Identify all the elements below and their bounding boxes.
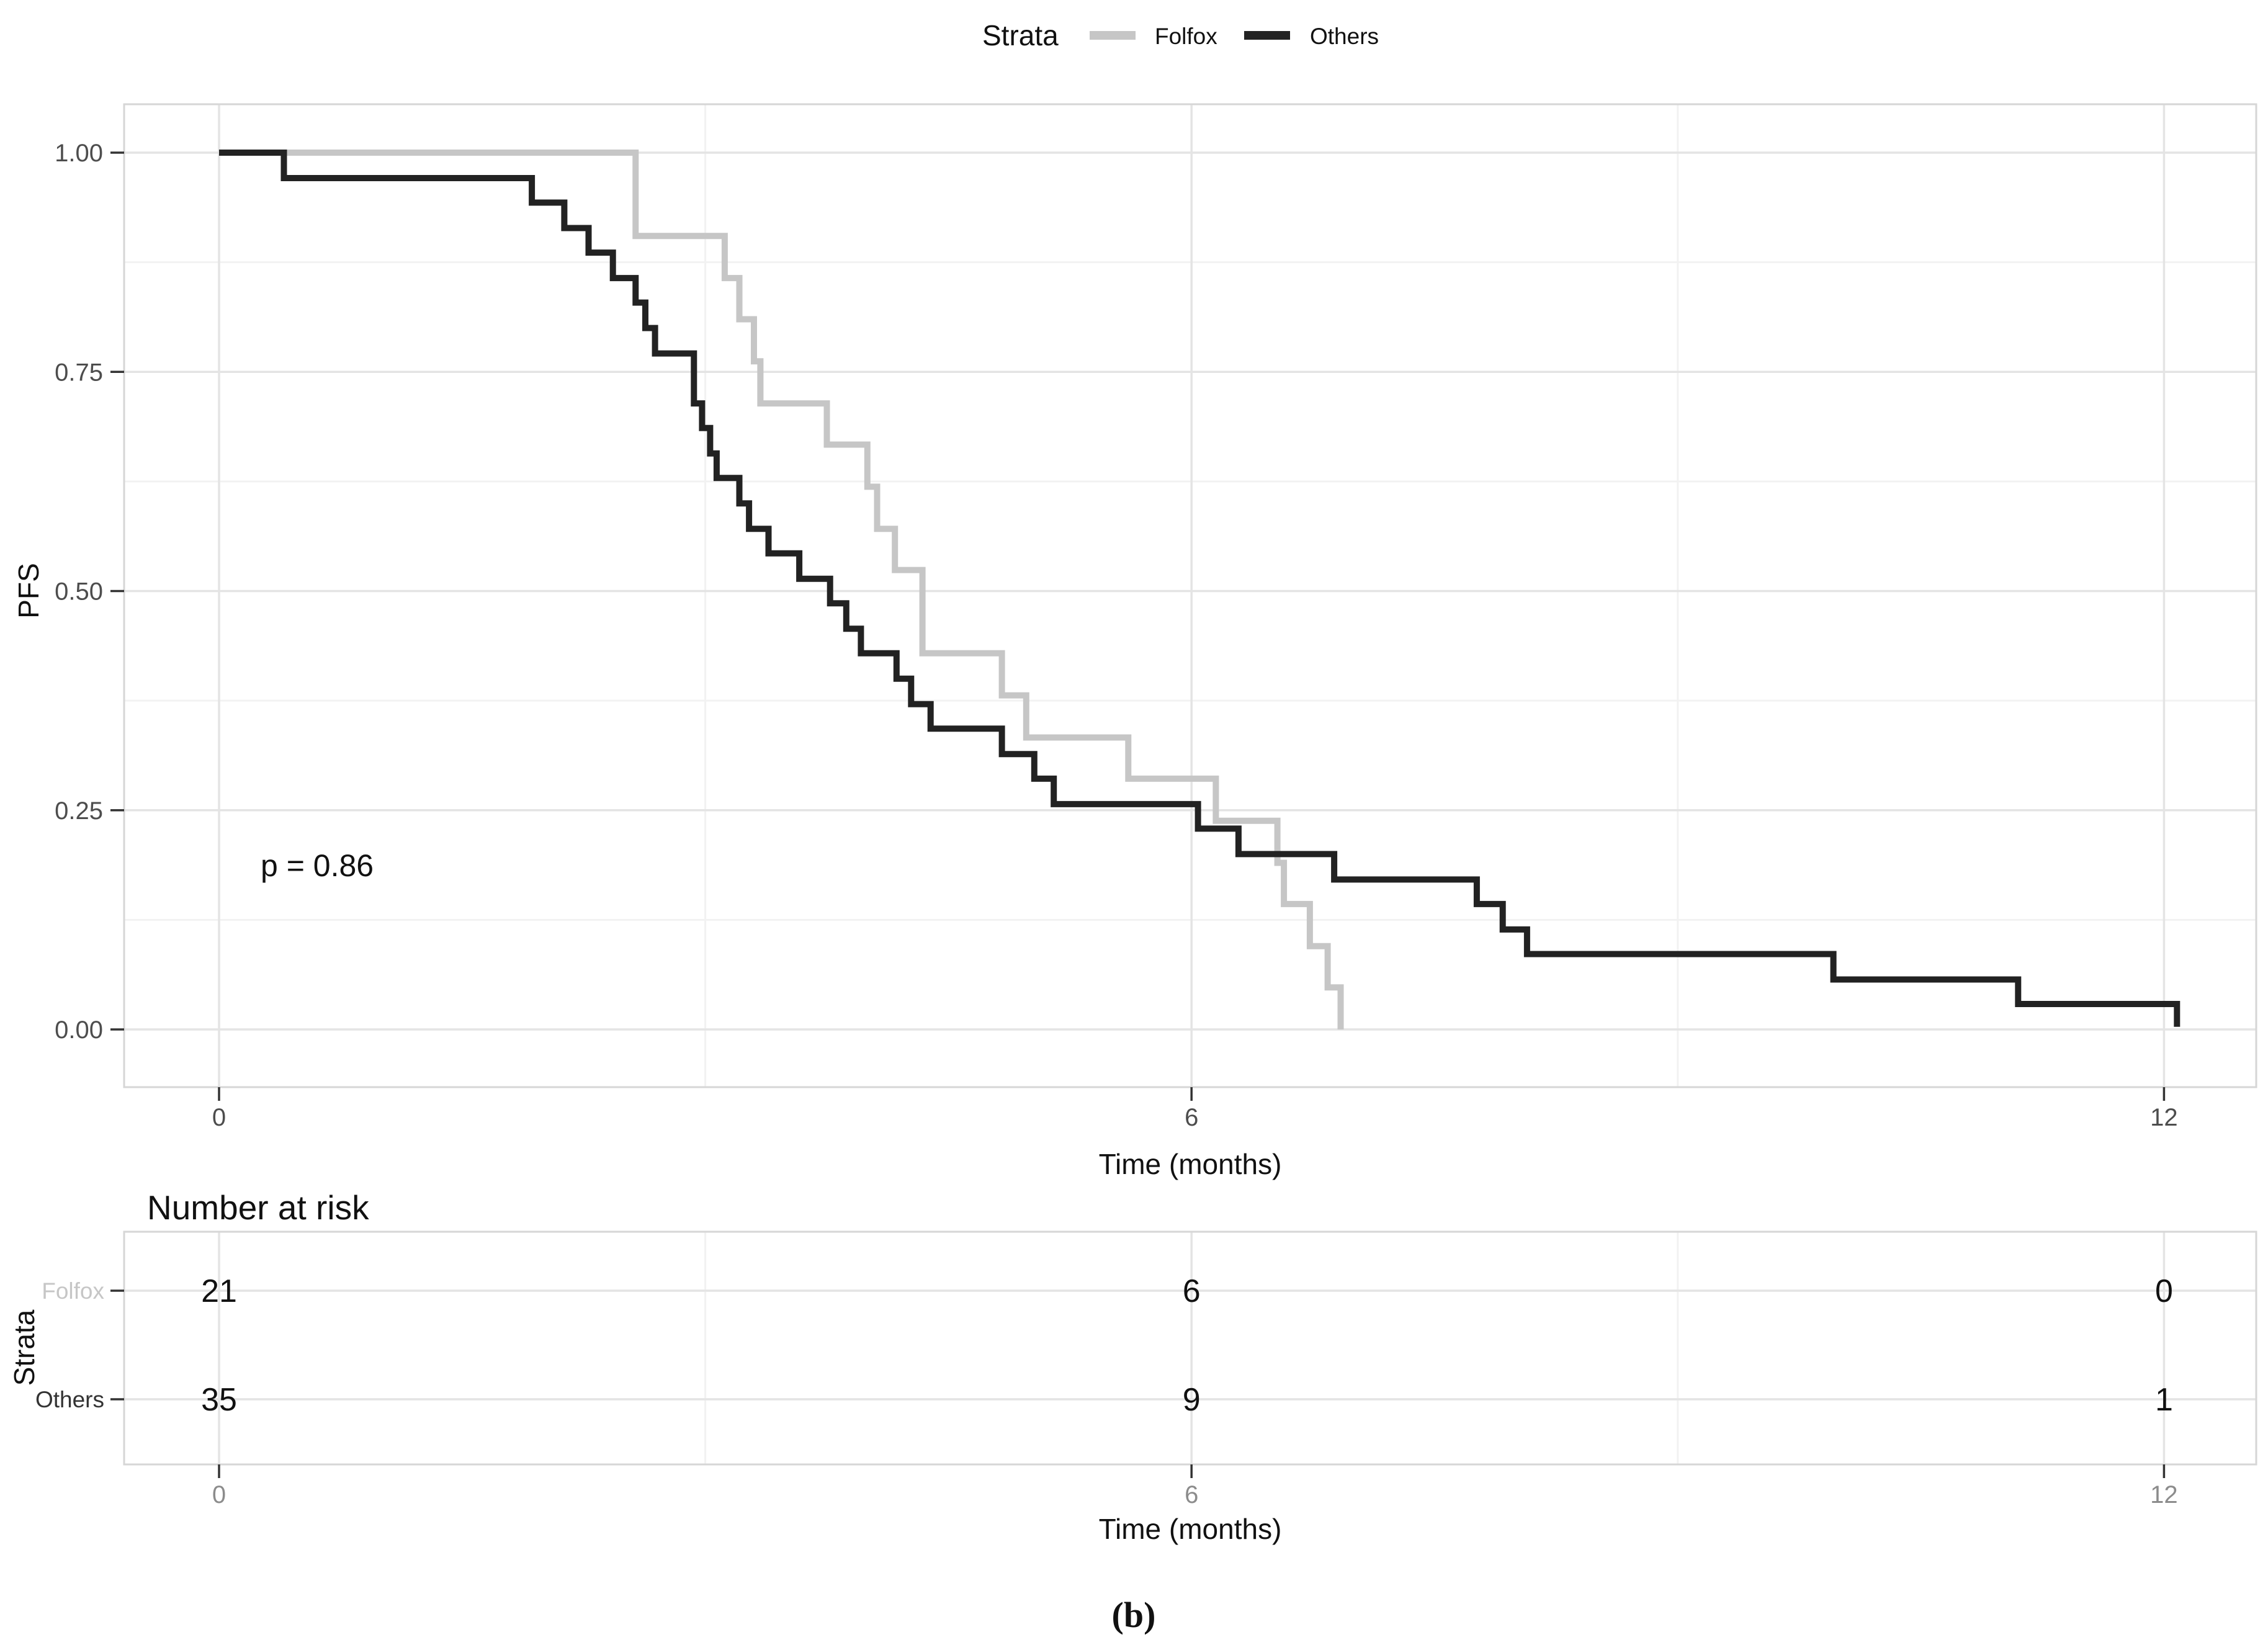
main-plot: 1.00 0.75 0.50 0.25 0.00 0 6 12 p = 0.86 PFS T… xyxy=(12,103,2257,1180)
y-axis-tick-labels: 1.00 0.75 0.50 0.25 0.00 xyxy=(55,140,103,1044)
risk-gridlines xyxy=(124,1232,2256,1464)
x-tick-label: 6 xyxy=(1185,1104,1198,1131)
risk-panel xyxy=(124,1232,2256,1464)
x-axis-tick-labels: 0 6 12 xyxy=(212,1104,2178,1131)
risk-x-axis-title: Time (months) xyxy=(1099,1513,1282,1545)
risk-x-tick-labels: 0 6 12 xyxy=(212,1481,2178,1508)
y-tick-label: 0.50 xyxy=(55,578,103,606)
risk-panel-border xyxy=(123,1230,2257,1466)
km-curve-others xyxy=(219,150,2181,1027)
plot-panel-border xyxy=(123,103,2257,1088)
risk-values: 21 6 0 35 9 1 xyxy=(201,1273,2173,1418)
risk-value-folfox-t0: 21 xyxy=(201,1273,237,1309)
risk-value-others-t12: 1 xyxy=(2155,1382,2173,1418)
y-tick-label: 1.00 xyxy=(55,140,103,167)
figure-caption: (b) xyxy=(1112,1595,1156,1635)
legend-title: Strata xyxy=(982,19,1059,52)
risk-x-tick-label: 0 xyxy=(212,1481,226,1508)
risk-x-tick-label: 6 xyxy=(1185,1481,1198,1508)
y-tick-label: 0.25 xyxy=(55,797,103,825)
x-tick-label: 0 xyxy=(212,1104,226,1131)
risk-value-others-t0: 35 xyxy=(201,1382,237,1418)
risk-x-tick-label: 12 xyxy=(2150,1481,2178,1508)
x-tick-label: 12 xyxy=(2150,1104,2178,1131)
p-value-annotation: p = 0.86 xyxy=(261,848,374,883)
legend: Strata Folfox Others xyxy=(982,19,1379,52)
gridlines-major xyxy=(124,104,2256,1087)
survival-curves xyxy=(219,150,2181,1029)
y-axis-title: PFS xyxy=(12,563,45,618)
y-tick-label: 0.00 xyxy=(55,1016,103,1044)
risk-row-label-folfox: Folfox xyxy=(42,1278,104,1304)
risk-table-title: Number at risk xyxy=(147,1188,369,1227)
legend-label-folfox: Folfox xyxy=(1155,24,1217,49)
risk-row-label-others: Others xyxy=(35,1387,104,1412)
y-tick-label: 0.75 xyxy=(55,359,103,386)
axis-tick-marks xyxy=(110,151,2166,1101)
risk-value-folfox-t12: 0 xyxy=(2155,1273,2173,1309)
risk-value-others-t6: 9 xyxy=(1183,1382,1201,1418)
legend-label-others: Others xyxy=(1310,24,1379,49)
km-curve-folfox xyxy=(219,150,1344,1029)
plot-panel xyxy=(124,104,2256,1087)
risk-y-axis-title: Strata xyxy=(8,1309,40,1386)
risk-table: Number at risk Folfox Others 21 6 0 35 9 1 0 6… xyxy=(8,1188,2257,1545)
risk-tick-marks xyxy=(110,1289,2166,1478)
gridlines-minor xyxy=(124,104,2256,1087)
risk-value-folfox-t6: 6 xyxy=(1183,1273,1201,1309)
x-axis-title: Time (months) xyxy=(1099,1148,1282,1180)
